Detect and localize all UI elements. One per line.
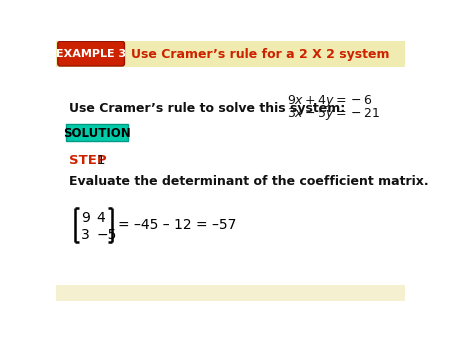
Text: 9: 9 (81, 211, 90, 225)
Bar (56, 41, 405, 67)
Text: STEP: STEP (69, 154, 106, 167)
Text: Use Cramer’s rule for a 2 X 2 system: Use Cramer’s rule for a 2 X 2 system (131, 48, 390, 61)
FancyBboxPatch shape (66, 124, 128, 141)
Text: $9x + 4y = -6$: $9x + 4y = -6$ (287, 93, 373, 108)
Text: 4: 4 (97, 211, 105, 225)
Text: Evaluate the determinant of the coefficient matrix.: Evaluate the determinant of the coeffici… (69, 175, 428, 188)
Text: 1: 1 (97, 154, 105, 167)
Text: 3: 3 (81, 227, 90, 242)
Text: −5: −5 (97, 227, 117, 242)
Text: EXAMPLE 3: EXAMPLE 3 (56, 49, 126, 59)
Text: = –45 – 12 = –57: = –45 – 12 = –57 (118, 218, 237, 232)
FancyBboxPatch shape (58, 41, 125, 66)
Text: SOLUTION: SOLUTION (63, 127, 131, 140)
Bar (56, 285, 405, 301)
Text: $3x - 5y = -21$: $3x - 5y = -21$ (287, 106, 381, 122)
Text: Use Cramer’s rule to solve this system:: Use Cramer’s rule to solve this system: (69, 102, 345, 115)
